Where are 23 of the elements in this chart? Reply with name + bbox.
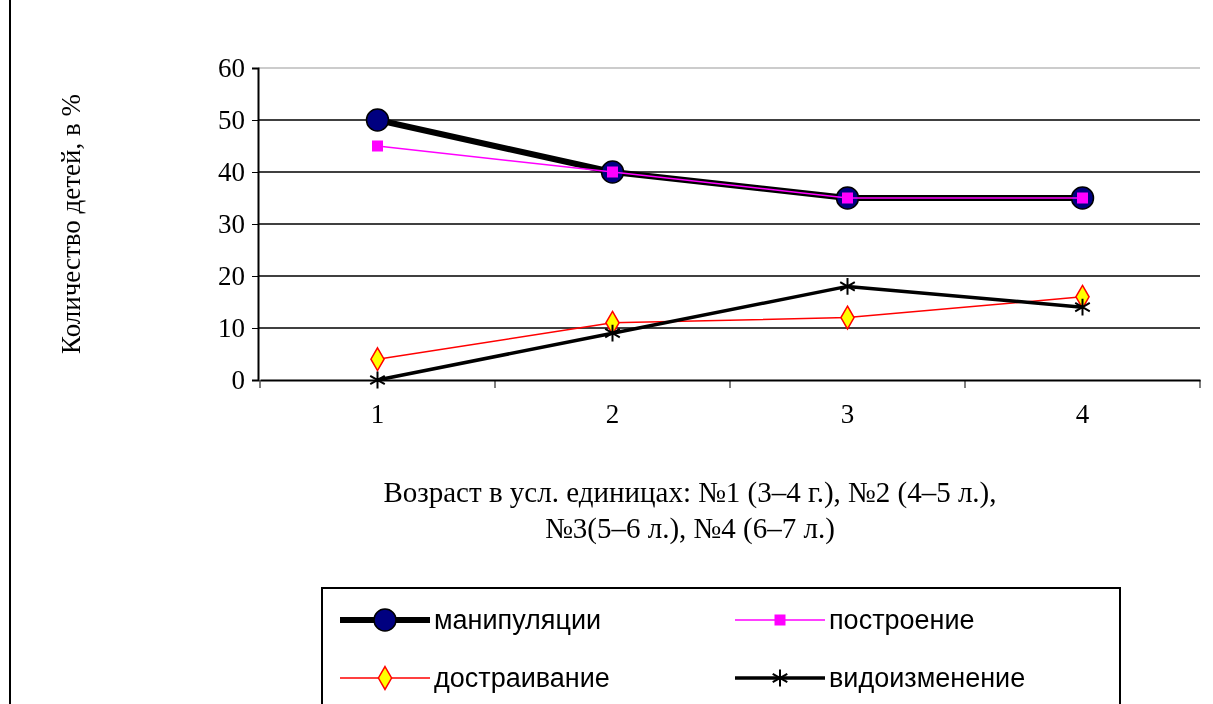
x-tick-label: 3 <box>840 399 855 430</box>
point <box>365 108 390 132</box>
y-tick-label: 50 <box>218 105 245 136</box>
x-tick-label: 4 <box>1075 399 1090 430</box>
y-tick-label: 60 <box>218 53 245 84</box>
point <box>372 140 383 152</box>
y-tick-label: 40 <box>218 157 245 188</box>
y-axis-title: Количество детей, в % <box>56 93 86 355</box>
y-tick-label: 20 <box>218 261 245 292</box>
y-tick-label: 30 <box>218 209 245 240</box>
point <box>604 323 621 343</box>
y-tick-label: 10 <box>218 313 245 344</box>
y-tick-label: 0 <box>231 365 245 396</box>
point <box>1074 297 1091 317</box>
x-axis-title: Возраст в усл. единицах: №1 (3–4 г.), №2 (4–5 л.), №3(5–6 л.), №4 (6–7 л.) <box>383 476 997 545</box>
legend-label: достраивание <box>434 663 610 693</box>
legend-label: видоизменение <box>829 663 1026 693</box>
point <box>839 276 856 296</box>
legend-label: манипуляции <box>434 605 602 635</box>
point <box>369 370 386 390</box>
x-tick-label: 2 <box>605 399 620 430</box>
x-tick-label: 1 <box>370 399 385 430</box>
legend-label: построение <box>829 605 975 635</box>
